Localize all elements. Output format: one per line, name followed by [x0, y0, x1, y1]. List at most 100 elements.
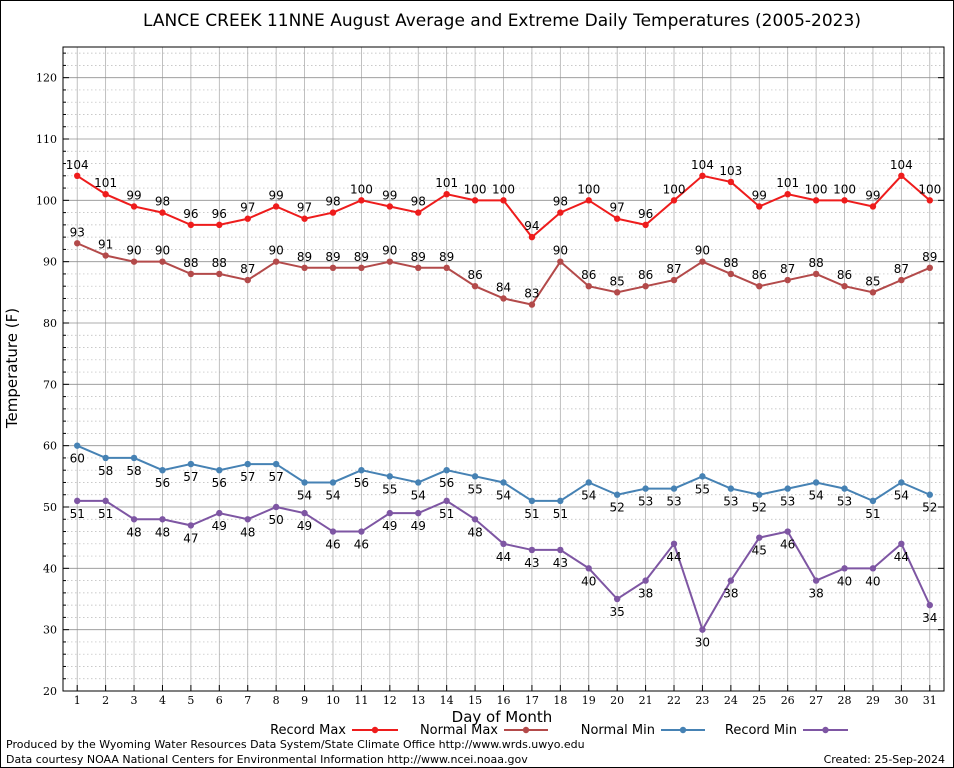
record-min-point [102, 497, 109, 505]
x-tick-label: 20 [610, 694, 624, 707]
normal-min-data-label: 54 [325, 488, 340, 502]
normal-min-data-label: 55 [382, 482, 397, 496]
normal-max-data-label: 86 [837, 268, 852, 282]
record-max-point [272, 203, 280, 210]
record-min-data-label: 47 [183, 531, 198, 545]
x-tick-label: 12 [383, 694, 397, 707]
record-max-point [642, 221, 649, 229]
record-min-data-label: 49 [411, 519, 426, 533]
normal-max-data-label: 88 [723, 256, 738, 270]
normal-min-point [699, 473, 706, 480]
normal-max-point [358, 264, 365, 271]
record-max-data-label: 104 [66, 158, 89, 172]
normal-max-data-label: 87 [780, 262, 795, 276]
normal-max-point [557, 258, 564, 265]
x-tick-label: 13 [411, 694, 425, 707]
normal-min-data-label: 58 [98, 464, 113, 478]
record-min-data-label: 51 [439, 507, 454, 521]
record-max-data-label: 98 [411, 195, 426, 209]
record-min-point [187, 522, 195, 529]
record-max-point [727, 178, 735, 186]
y-axis-title: Temperature (F) [3, 308, 21, 429]
normal-min-point [358, 467, 365, 474]
record-min-data-label: 43 [553, 556, 568, 570]
normal-max-point [159, 258, 166, 265]
record-min-point [74, 497, 81, 505]
record-min-data-label: 49 [297, 519, 312, 533]
x-tick-label: 14 [440, 694, 454, 707]
x-tick-label: 25 [752, 694, 766, 707]
record-min-data-label: 40 [837, 574, 852, 588]
normal-max-point [443, 264, 450, 271]
series-layer: 104 101 99 98 96 96 97 99 97 98 100 99 98 101 100 100 94… [66, 158, 941, 650]
normal-min-point [471, 473, 479, 480]
normal-min-point [557, 497, 564, 505]
normal-min-point [415, 479, 422, 486]
normal-max-point [699, 258, 706, 265]
record-max-point [216, 221, 223, 229]
legend-marker-record-max [371, 726, 379, 734]
normal-max-point [756, 283, 763, 290]
record-min-data-label: 51 [70, 507, 85, 521]
normal-max-point [187, 270, 195, 278]
normal-max-point [415, 264, 422, 271]
record-max-point [528, 233, 536, 241]
normal-max-data-label: 89 [354, 250, 369, 264]
record-min-point [699, 626, 706, 633]
normal-min-data-label: 56 [354, 476, 369, 490]
normal-min-data-label: 53 [666, 495, 681, 509]
x-tick-label: 19 [582, 694, 596, 707]
normal-max-data-label: 84 [496, 280, 511, 294]
normal-min-data-label: 51 [553, 507, 568, 521]
x-tick-label: 21 [639, 694, 653, 707]
record-max-point [756, 203, 763, 210]
record-max-data-label: 100 [918, 182, 941, 196]
record-min-data-label: 46 [325, 538, 340, 552]
record-min-data-label: 34 [922, 611, 937, 625]
record-min-data-label: 49 [212, 519, 227, 533]
normal-min-data-label: 52 [610, 501, 625, 515]
record-max-data-label: 96 [638, 207, 653, 221]
normal-min-point [500, 479, 507, 486]
record-max-data-label: 99 [382, 188, 397, 202]
record-min-data-label: 44 [496, 550, 511, 564]
record-min-point [358, 528, 365, 535]
normal-min-point [130, 454, 138, 462]
normal-min-point [216, 467, 223, 474]
record-min-point [471, 516, 479, 523]
record-max-data-label: 104 [890, 158, 913, 172]
legend-marker-normal-max [522, 726, 530, 734]
normal-min-data-label: 57 [240, 470, 255, 484]
record-min-point [244, 516, 251, 523]
normal-min-point [74, 442, 81, 449]
normal-min-data-label: 55 [467, 482, 482, 496]
x-tick-label: 24 [724, 694, 738, 707]
x-tick-label: 17 [525, 694, 539, 707]
normal-min-data-label: 54 [297, 488, 312, 502]
record-max-data-label: 100 [833, 182, 856, 196]
record-max-point [130, 203, 138, 210]
series-record-max: 104 101 99 98 96 96 97 99 97 98 100 99 98 101 100 100 94… [66, 158, 941, 241]
record-min-data-label: 50 [269, 513, 284, 527]
record-min-data-label: 40 [581, 574, 596, 588]
x-tick-label: 30 [894, 694, 908, 707]
normal-min-point [301, 479, 308, 486]
normal-min-point [926, 491, 933, 498]
x-tick-label: 8 [273, 694, 280, 707]
normal-max-point [272, 258, 280, 265]
record-max-point [613, 215, 621, 222]
record-max-data-label: 98 [325, 195, 340, 209]
record-max-data-label: 104 [691, 158, 714, 172]
x-tick-label: 10 [326, 694, 340, 707]
normal-min-data-label: 56 [439, 476, 454, 490]
record-max-data-label: 98 [155, 195, 170, 209]
record-max-data-label: 103 [719, 164, 742, 178]
normal-min-point [727, 485, 735, 492]
y-tick-label: 70 [43, 378, 57, 391]
normal-min-point [272, 460, 280, 468]
normal-max-data-label: 86 [467, 268, 482, 282]
record-min-point [415, 509, 422, 517]
x-tick-label: 28 [838, 694, 852, 707]
record-max-point [74, 172, 81, 179]
normal-max-data-label: 89 [297, 250, 312, 264]
